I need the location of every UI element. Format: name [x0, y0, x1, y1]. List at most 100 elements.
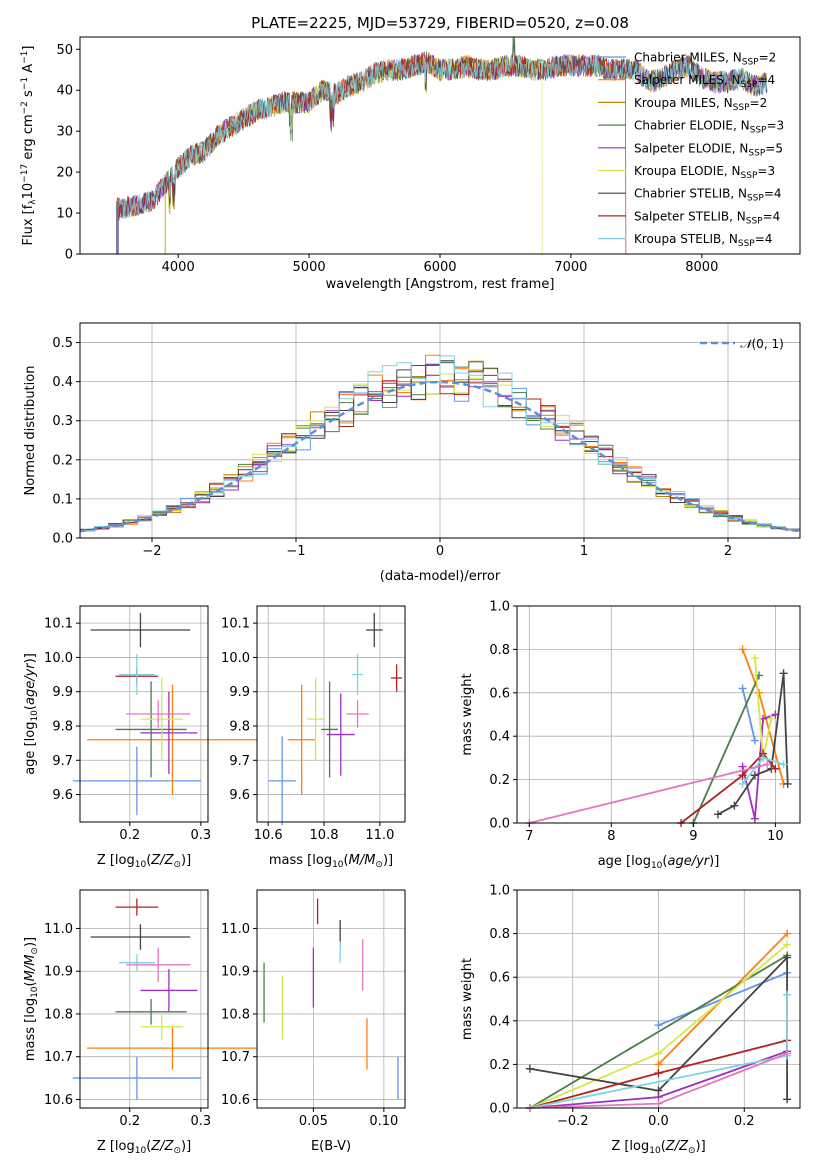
y-tick-label: 10.8	[44, 1007, 73, 1022]
y-tick-label: 9.8	[52, 720, 73, 735]
y-tick-label: 10	[56, 207, 73, 222]
x-tick-label: 2	[724, 544, 732, 559]
age-vs-metallicity-panel: 0.2 0.3 9.6 9.7 9.8 9.9 10.0 10.1 Z [log10(Z/Z⊙)…	[23, 605, 258, 870]
mass-weight-marker	[654, 1099, 663, 1108]
y-tick-label: 30	[56, 125, 73, 140]
legend-entry: Chabrier ELODIE, NSSP=3	[634, 119, 784, 136]
y-axis-label: mass [log10(M/M⊙)]	[23, 937, 40, 1061]
x-tick-label: 0	[436, 544, 444, 559]
x-tick-label: 7	[525, 829, 533, 844]
y-tick-label: 9.7	[229, 754, 250, 769]
mass-weight-marker	[750, 771, 759, 780]
legend-entry: Chabrier STELIB, NSSP=4	[634, 187, 782, 204]
x-tick-label: 0.0	[648, 1114, 669, 1129]
x-axis-label: Z [log10(Z/Z⊙)]	[97, 1139, 191, 1156]
x-axis-label: E(B-V)	[311, 1139, 351, 1154]
spectrum-line	[117, 54, 768, 254]
x-tick-label: 8	[607, 829, 615, 844]
y-tick-label: 10.0	[44, 651, 73, 666]
mass-weight-marker	[783, 1049, 792, 1058]
y-tick-label: 9.9	[229, 685, 250, 700]
spectrum-panel: 4000 5000 6000 7000 8000 0 10 20 30 40 50 wavelengt…	[20, 36, 801, 292]
y-tick-label: 20	[56, 166, 73, 181]
legend-entry: Chabrier MILES, NSSP=2	[634, 51, 776, 68]
y-tick-label: 9.6	[52, 788, 73, 803]
mass-weight-line	[717, 673, 789, 816]
legend-entry: Kroupa ELODIE, NSSP=3	[634, 164, 775, 181]
mass-weight-line	[680, 752, 777, 824]
y-tick-label: 0.0	[52, 532, 73, 547]
y-tick-label: 0.4	[489, 730, 510, 745]
y-tick-label: 1.0	[489, 884, 510, 899]
x-tick-label: 10	[767, 829, 784, 844]
x-axis-label: mass [log10(M/M⊙)]	[269, 853, 393, 870]
plot-area	[80, 890, 208, 1108]
y-axis-label: Flux [fλ10−17 erg cm−2 s−1 A−1]	[20, 46, 38, 246]
x-tick-label: 11.0	[365, 828, 394, 843]
x-tick-label: 0.2	[734, 1114, 755, 1129]
axes-frame	[516, 605, 801, 824]
y-axis-label: age [log10(age/yr)]	[23, 653, 40, 775]
x-axis-label: Z [log10(Z/Z⊙)]	[611, 1139, 705, 1156]
y-tick-label: 10.1	[221, 617, 250, 632]
x-tick-label: 0.3	[191, 828, 212, 843]
x-axis-label: (data-model)/error	[380, 569, 501, 584]
mass-weight-marker	[654, 1069, 663, 1078]
y-tick-label: 10.7	[44, 1050, 73, 1065]
y-tick-label: 9.6	[229, 788, 250, 803]
plot-area	[517, 606, 800, 823]
x-tick-label: 5000	[293, 260, 326, 275]
mass-weight-marker	[779, 669, 788, 678]
axes-frame	[256, 605, 406, 823]
x-tick-label: −2	[142, 544, 161, 559]
y-tick-label: 0.0	[489, 817, 510, 832]
axes-frame	[256, 889, 406, 1109]
y-axis-label: mass weight	[460, 673, 475, 755]
mass-weight-vs-age-panel: 7 8 9 10 0.0 0.2 0.4 0.6 0.8 1.0 age [log10(age/yr…	[460, 600, 801, 871]
legend-entry: Salpeter ELODIE, NSSP=5	[634, 141, 783, 158]
y-tick-label: 0.1	[52, 492, 73, 507]
y-tick-label: 10.9	[221, 965, 250, 980]
mass-weight-marker	[713, 810, 722, 819]
x-tick-label: −0.2	[557, 1114, 589, 1129]
mass-weight-marker	[783, 1095, 792, 1104]
x-tick-label: 0.10	[369, 1114, 398, 1129]
y-tick-label: 11.0	[221, 922, 250, 937]
mass-weight-marker	[763, 760, 772, 769]
mass-weight-marker	[654, 1049, 663, 1058]
mass-weight-marker	[525, 1064, 534, 1073]
y-tick-label: 0.8	[489, 643, 510, 658]
y-tick-label: 9.8	[229, 720, 250, 735]
mass-weight-marker	[750, 814, 759, 823]
x-tick-label: 9	[689, 829, 697, 844]
y-axis-label: Normed distribution	[23, 366, 38, 496]
mass-weight-marker	[783, 929, 792, 938]
mass-vs-extinction-panel: 0.05 0.10 10.6 10.7 10.8 10.9 11.0 E(B-V)	[221, 889, 406, 1154]
mass-weight-marker	[654, 1086, 663, 1095]
mass-vs-metallicity-panel: 0.2 0.3 10.6 10.7 10.8 10.9 11.0 Z [log10(Z/Z⊙)…	[23, 889, 258, 1156]
y-tick-label: 0.2	[52, 453, 73, 468]
x-tick-label: 10.8	[310, 828, 339, 843]
mass-weight-marker	[738, 779, 747, 788]
y-tick-label: 40	[56, 84, 73, 99]
x-tick-label: 0.05	[299, 1114, 328, 1129]
plot-area	[257, 606, 405, 822]
x-tick-label: 6000	[423, 260, 456, 275]
mass-weight-marker	[783, 940, 792, 949]
mass-weight-marker	[783, 953, 792, 962]
y-tick-label: 10.6	[44, 1093, 73, 1108]
mass-weight-line	[741, 713, 776, 819]
mass-weight-marker	[779, 760, 788, 769]
x-tick-label: −1	[286, 544, 305, 559]
y-tick-label: 10.1	[44, 617, 73, 632]
y-tick-label: 50	[56, 43, 73, 58]
axes-frame	[79, 889, 209, 1109]
legend-entry: Kroupa STELIB, NSSP=4	[634, 232, 772, 249]
legend-entry: Salpeter MILES, NSSP=4	[634, 73, 775, 90]
mass-weight-marker	[783, 990, 792, 999]
y-tick-label: 10.7	[221, 1050, 250, 1065]
mass-weight-line	[741, 688, 756, 741]
y-tick-label: 10.9	[44, 965, 73, 980]
spectrum-legend: Chabrier MILES, NSSP=2 Salpeter MILES, NS…	[598, 51, 784, 249]
